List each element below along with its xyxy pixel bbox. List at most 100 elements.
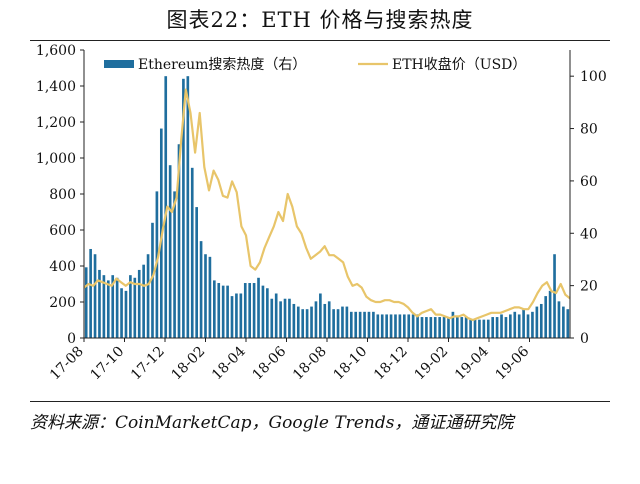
bar <box>230 296 234 338</box>
bar <box>221 285 225 338</box>
x-tick-label: 18-06 <box>249 343 289 383</box>
bar <box>243 283 247 338</box>
bar <box>115 277 119 338</box>
bar <box>539 303 543 338</box>
x-tick-label: 17-08 <box>47 344 87 384</box>
bar <box>420 317 424 338</box>
bar <box>402 314 406 338</box>
bar <box>557 301 561 338</box>
bar <box>544 296 548 338</box>
right-tick-label: 40 <box>580 226 598 242</box>
bar <box>482 319 486 338</box>
bar <box>491 317 495 338</box>
bar <box>566 309 570 338</box>
bar <box>469 319 472 338</box>
bar <box>376 314 380 338</box>
bar <box>84 267 88 338</box>
bar <box>500 314 503 338</box>
price-line <box>83 88 571 322</box>
bar <box>495 317 499 338</box>
left-tick-label: 1,600 <box>36 43 76 59</box>
right-tick-label: 100 <box>580 69 607 85</box>
bar <box>345 306 349 338</box>
bar <box>164 76 168 339</box>
bar <box>120 288 123 338</box>
legend-bar-label: Ethereum搜索热度（右） <box>138 56 306 73</box>
bar <box>438 317 441 338</box>
bar <box>394 314 397 338</box>
chart-title-bar: 图表22：ETH 价格与搜索热度 <box>0 0 640 40</box>
bar <box>562 306 565 338</box>
bar <box>270 298 274 338</box>
left-tick-label: 1,000 <box>36 151 76 167</box>
bar <box>314 301 318 338</box>
bar <box>531 311 534 338</box>
bar <box>89 248 92 338</box>
bar <box>266 288 269 338</box>
source-rule <box>30 401 610 402</box>
bar <box>283 298 287 338</box>
x-tick-label: 19-06 <box>492 343 532 383</box>
right-tick-label: 60 <box>580 174 598 190</box>
bar <box>478 319 481 338</box>
bar <box>124 290 128 338</box>
bar <box>336 309 340 338</box>
bar <box>341 306 344 338</box>
bar <box>301 309 305 338</box>
bar <box>239 293 243 338</box>
bar <box>517 314 521 338</box>
bar <box>327 301 331 338</box>
bar <box>425 317 428 338</box>
bar <box>416 314 419 338</box>
bar-series <box>84 76 570 339</box>
x-tick-label: 18-10 <box>330 344 370 384</box>
bar <box>111 275 115 338</box>
bar <box>199 241 203 338</box>
bar <box>442 317 446 338</box>
legend-line-label: ETH收盘价（USD） <box>392 56 526 73</box>
bar <box>509 314 512 338</box>
bar <box>433 317 437 338</box>
left-tick-label: 1,400 <box>36 79 76 95</box>
right-tick-label: 80 <box>580 122 598 138</box>
bar <box>288 298 291 338</box>
chart-area: 0 200 400 600 800 1,000 1,200 1,400 1,600 0 20 40 60… <box>0 42 640 396</box>
bar <box>398 314 402 338</box>
chart-svg: 0 200 400 600 800 1,000 1,200 1,400 1,600 0 20 40 60… <box>36 43 607 384</box>
line-series <box>83 88 571 322</box>
source-note: 资料来源：CoinMarketCap，Google Trends，通证通研究院 <box>30 413 514 433</box>
bar <box>93 254 97 338</box>
bar <box>98 269 101 338</box>
x-tick-label: 19-02 <box>411 344 451 384</box>
bar <box>553 254 556 338</box>
left-tick-label: 200 <box>49 295 76 311</box>
bar <box>186 76 190 339</box>
bar <box>310 306 313 338</box>
bar <box>447 317 450 338</box>
bar <box>429 317 433 338</box>
bar <box>460 317 464 338</box>
bar <box>182 78 185 339</box>
bar <box>504 317 508 338</box>
bar <box>486 319 490 338</box>
bar <box>473 319 477 338</box>
bar <box>146 254 150 338</box>
legend: Ethereum搜索热度（右） ETH收盘价（USD） <box>104 56 526 73</box>
left-tick-label: 800 <box>49 187 76 203</box>
bar <box>535 306 539 338</box>
left-tick-label: 1,200 <box>36 115 76 131</box>
bar <box>106 280 110 338</box>
bar <box>190 167 194 338</box>
bar <box>204 254 207 338</box>
bar <box>217 283 221 338</box>
chart-title: 图表22：ETH 价格与搜索热度 <box>166 8 474 32</box>
bar <box>296 306 300 338</box>
bar <box>513 311 517 338</box>
bar <box>548 290 552 338</box>
bar <box>305 309 309 338</box>
bar <box>411 314 415 338</box>
x-tick-label: 18-02 <box>168 344 208 384</box>
bar <box>195 207 198 338</box>
bar <box>226 285 229 338</box>
x-tick-label: 17-12 <box>128 344 168 384</box>
